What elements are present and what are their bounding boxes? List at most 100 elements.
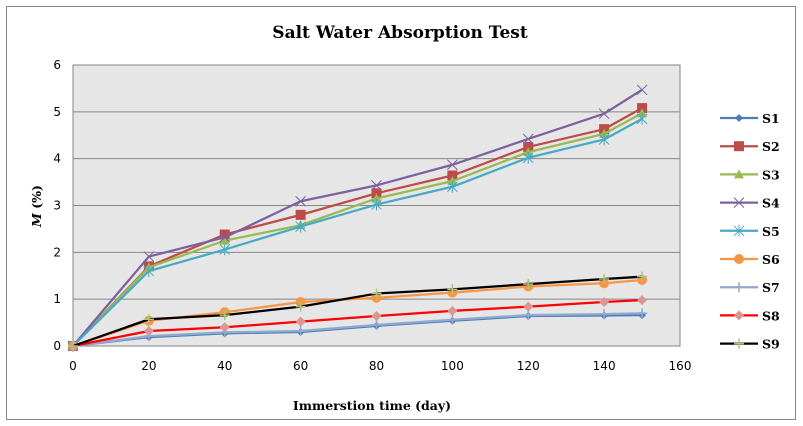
legend-marker	[734, 338, 744, 349]
data-point	[599, 309, 610, 320]
data-point	[523, 147, 534, 157]
data-point	[523, 279, 534, 290]
x-tick-label: 120	[517, 359, 540, 373]
data-point	[295, 316, 306, 327]
data-point	[371, 319, 382, 330]
data-point	[219, 235, 230, 245]
legend-label: S2	[762, 139, 780, 154]
data-point	[523, 301, 534, 312]
y-axis-label-unit: (%)	[29, 185, 44, 213]
legend-label: S6	[762, 252, 780, 267]
series-s8	[68, 295, 648, 351]
legend-marker	[734, 254, 744, 264]
y-axis-label: M (%)	[29, 185, 44, 228]
data-point	[143, 251, 155, 262]
x-tick-label: 20	[141, 359, 156, 373]
data-point	[371, 193, 382, 203]
x-tick-label: 60	[293, 359, 308, 373]
data-point	[598, 108, 610, 120]
legend-item-s9: S9	[720, 337, 780, 352]
y-axis-label-symbol: M	[29, 212, 44, 228]
data-point	[219, 229, 230, 240]
legend-label: S4	[762, 196, 780, 211]
x-axis-label: Immerstion time (day)	[293, 398, 451, 413]
data-point	[447, 170, 458, 181]
data-point	[447, 314, 458, 325]
legend-marker	[734, 141, 744, 152]
legend-item-s4: S4	[720, 196, 780, 211]
x-tick-label: 160	[669, 359, 692, 373]
data-point	[637, 308, 648, 319]
data-point	[637, 108, 648, 118]
data-point	[523, 310, 534, 321]
data-point	[295, 301, 306, 312]
series-lines	[67, 84, 648, 352]
legend-label: S8	[762, 308, 780, 323]
legend-item-s1: S1	[720, 111, 780, 126]
x-tick-label: 80	[369, 359, 384, 373]
data-point	[599, 128, 610, 138]
data-point	[219, 310, 230, 321]
data-point	[599, 296, 610, 307]
data-point	[636, 84, 648, 96]
legend-item-s2: S2	[720, 139, 780, 154]
data-point	[295, 326, 306, 337]
data-point	[522, 133, 534, 145]
data-point	[522, 151, 534, 164]
data-point	[371, 311, 382, 322]
data-point	[447, 176, 458, 186]
legend-item-s6: S6	[720, 252, 780, 267]
legend-item-s3: S3	[720, 167, 780, 182]
data-point	[637, 271, 648, 282]
legend-item-s5: S5	[720, 224, 780, 239]
data-point	[143, 326, 154, 337]
data-point	[68, 341, 78, 351]
series-s9	[68, 271, 648, 351]
legend-item-s8: S8	[720, 308, 780, 323]
data-point	[143, 314, 154, 325]
x-tick-label: 140	[593, 359, 616, 373]
data-point	[295, 209, 306, 220]
legend-marker	[734, 169, 744, 179]
legend-label: S1	[762, 111, 780, 126]
y-axis-ticks: 0 1 2 3 4 5 6	[53, 58, 61, 353]
legend-marker	[733, 224, 745, 237]
data-point	[637, 103, 648, 114]
chart-title: Salt Water Absorption Test	[272, 23, 528, 43]
y-tick-label: 0	[53, 339, 61, 353]
y-tick-label: 5	[53, 105, 61, 119]
data-point	[219, 231, 231, 243]
y-tick-label: 2	[53, 245, 61, 259]
data-point	[219, 243, 231, 256]
x-tick-label: 100	[441, 359, 464, 373]
data-point	[636, 112, 648, 125]
data-point	[447, 180, 458, 193]
x-axis-ticks: 0 20 40 60 80 100 120 140 160	[69, 359, 691, 373]
data-point	[371, 180, 382, 191]
y-tick-label: 6	[53, 58, 61, 72]
data-point	[295, 220, 306, 233]
data-point	[447, 284, 458, 295]
data-point	[598, 133, 610, 146]
data-point	[599, 274, 610, 285]
data-point	[219, 322, 230, 333]
legend-label: S3	[762, 167, 780, 182]
legend-label: S9	[762, 337, 780, 352]
data-point	[447, 159, 458, 171]
x-tick-label: 40	[217, 359, 232, 373]
data-point	[371, 188, 382, 199]
legend-marker	[734, 282, 744, 293]
legend-item-s7: S7	[720, 280, 780, 295]
series-s5	[67, 112, 648, 352]
y-tick-label: 1	[53, 292, 61, 306]
legend-label: S5	[762, 224, 780, 239]
data-point	[143, 265, 155, 278]
legend-marker	[734, 310, 744, 321]
data-point	[371, 288, 382, 299]
data-point	[447, 305, 458, 316]
data-point	[637, 295, 648, 306]
data-point	[295, 195, 306, 207]
x-tick-label: 0	[69, 359, 77, 373]
data-point	[371, 198, 382, 211]
